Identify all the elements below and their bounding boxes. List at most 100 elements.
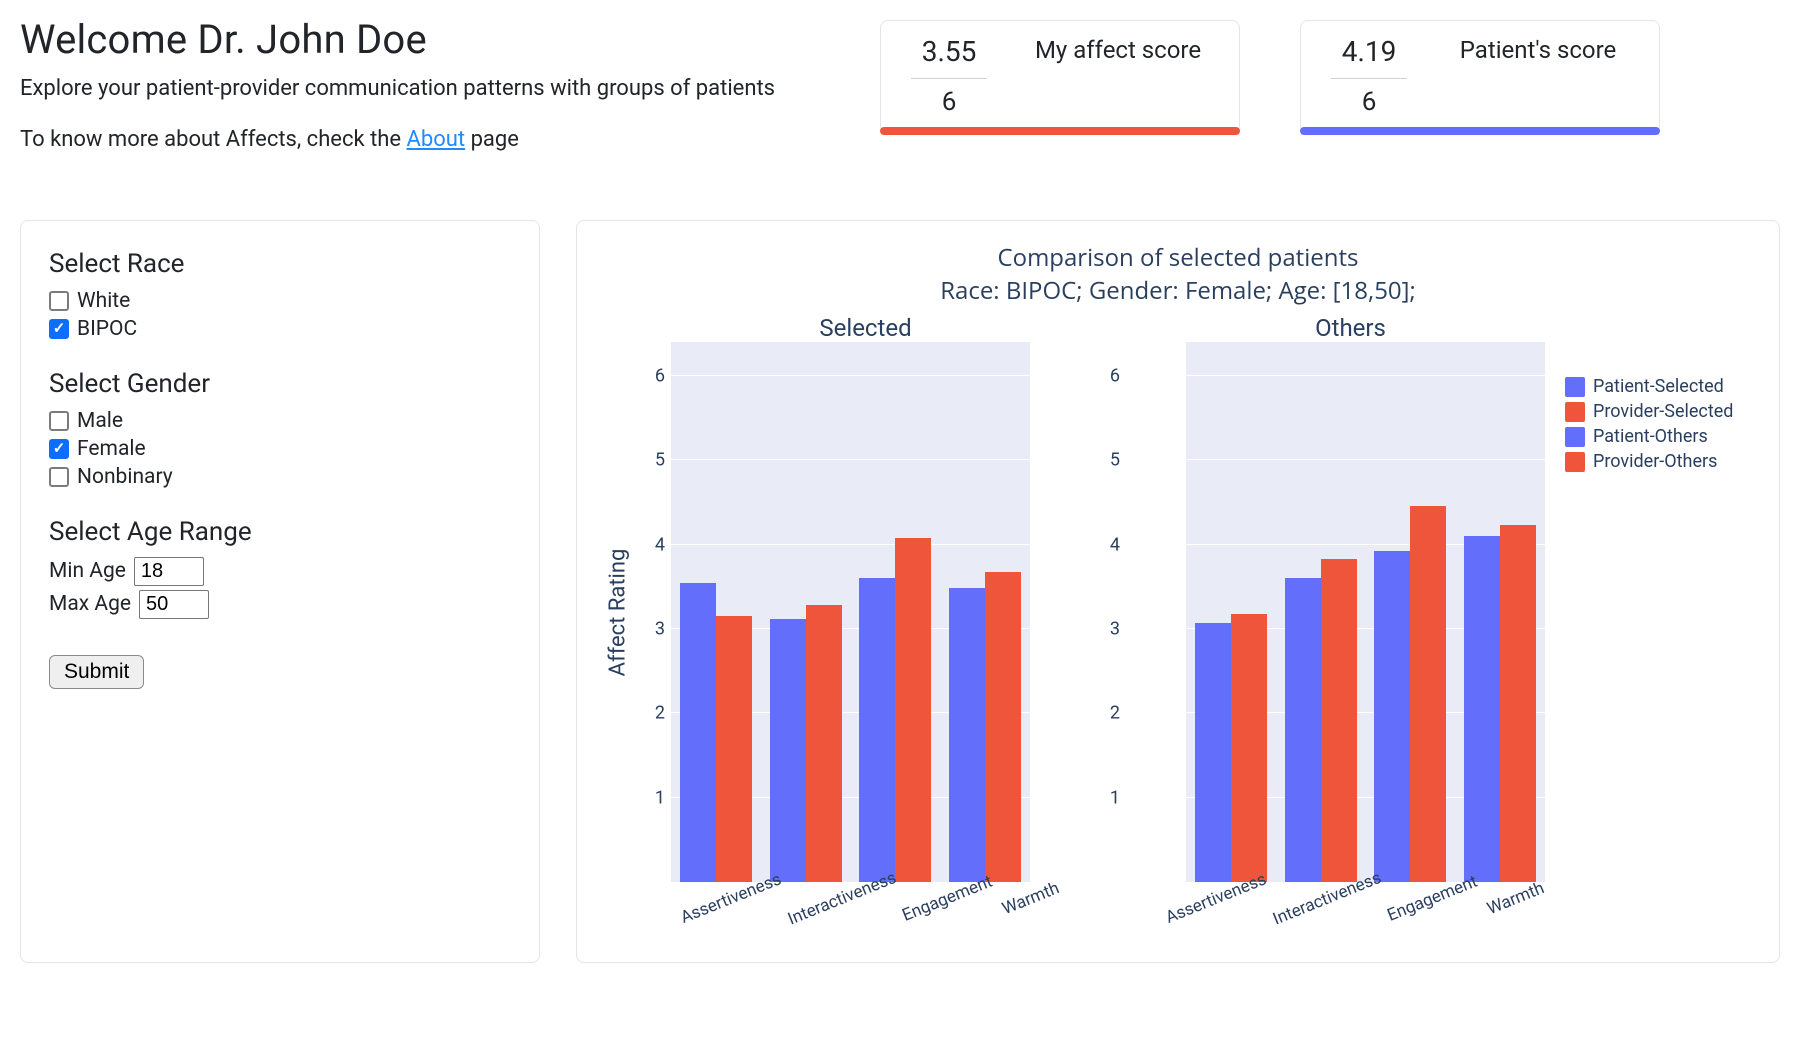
legend-item[interactable]: Patient-Selected (1565, 376, 1755, 397)
y-tick: 4 (1110, 534, 1120, 555)
checkbox-icon[interactable] (49, 439, 69, 459)
checkbox-icon[interactable] (49, 291, 69, 311)
about-link[interactable]: About (407, 127, 466, 152)
legend-swatch (1565, 402, 1585, 422)
bar-patient[interactable] (949, 588, 985, 882)
y-tick: 2 (655, 703, 665, 724)
y-tick: 3 (1110, 618, 1120, 639)
bar-group (940, 342, 1030, 882)
y-tick: 5 (1110, 450, 1120, 471)
page-subtitle: Explore your patient-provider communicat… (20, 73, 840, 105)
checkbox-icon[interactable] (49, 467, 69, 487)
chart-panel: Comparison of selected patients Race: BI… (576, 220, 1780, 963)
page-title: Welcome Dr. John Doe (20, 16, 840, 63)
checkbox-icon[interactable] (49, 319, 69, 339)
y-tick: 4 (655, 534, 665, 555)
bar-provider[interactable] (895, 538, 931, 882)
y-ticks-left: 123456 (635, 342, 671, 882)
legend-item[interactable]: Provider-Others (1565, 451, 1755, 472)
my-affect-score-card: 3.55 6 My affect score (880, 20, 1240, 134)
bar-provider[interactable] (806, 605, 842, 882)
age-heading: Select Age Range (49, 517, 511, 547)
y-tick: 6 (1110, 365, 1120, 386)
legend-swatch (1565, 377, 1585, 397)
y-tick: 1 (1110, 787, 1120, 808)
bar-patient[interactable] (1374, 551, 1410, 882)
max-age-row: Max Age (49, 590, 511, 619)
bar-group (671, 342, 761, 882)
legend-swatch (1565, 452, 1585, 472)
legend: Patient-Selected Provider-Selected Patient… (1545, 342, 1755, 882)
header-row: Welcome Dr. John Doe Explore your patien… (20, 16, 1780, 152)
bar-provider[interactable] (1231, 614, 1267, 882)
legend-label: Provider-Others (1593, 451, 1717, 472)
race-option-label: White (77, 289, 130, 313)
bar-group (1186, 342, 1276, 882)
race-option[interactable]: White (49, 289, 511, 313)
patient-affect-score-card: 4.19 6 Patient's score (1300, 20, 1660, 134)
legend-label: Patient-Others (1593, 426, 1708, 447)
patient-score-max: 6 (1301, 87, 1437, 117)
bar-provider[interactable] (985, 572, 1021, 882)
patient-score-label: Patient's score (1437, 35, 1659, 66)
checkbox-icon[interactable] (49, 411, 69, 431)
subplot-others (1186, 342, 1545, 882)
chart-title-line1: Comparison of selected patients (601, 241, 1755, 275)
race-option[interactable]: BIPOC (49, 317, 511, 341)
legend-swatch (1565, 427, 1585, 447)
plot-row: Affect Rating 123456 123456 Patient-Sele… (601, 342, 1755, 882)
max-age-input[interactable] (139, 590, 209, 619)
bar-patient[interactable] (859, 578, 895, 882)
y-tick: 2 (1110, 703, 1120, 724)
subplot-titles: Selected Others (601, 314, 1755, 342)
bar-provider[interactable] (1321, 559, 1357, 882)
y-tick: 6 (655, 365, 665, 386)
y-ticks-mid: 1 2 3 4 5 6 (1090, 342, 1126, 882)
main-row: Select Race White BIPOC Select Gender Mal… (20, 220, 1780, 963)
x-ticks-row: AssertivenessInteractivenessEngagementWa… (601, 882, 1755, 942)
about-suffix: page (465, 127, 519, 152)
race-heading: Select Race (49, 249, 511, 279)
y-tick: 5 (655, 450, 665, 471)
bar-group (851, 342, 941, 882)
welcome-block: Welcome Dr. John Doe Explore your patien… (20, 16, 840, 152)
gender-option-label: Male (77, 409, 123, 433)
bar-patient[interactable] (1464, 536, 1500, 882)
my-score-label: My affect score (1017, 35, 1239, 66)
subplot-title-others: Others (1156, 314, 1545, 342)
bar-provider[interactable] (1410, 506, 1446, 882)
submit-button[interactable]: Submit (49, 655, 144, 689)
my-score-max: 6 (881, 87, 1017, 117)
bar-patient[interactable] (680, 583, 716, 883)
subplots: 1 2 3 4 5 6 (671, 342, 1545, 882)
chart-title: Comparison of selected patients Race: BI… (601, 241, 1755, 308)
about-line: To know more about Affects, check the Ab… (20, 127, 840, 152)
gender-option-label: Female (77, 437, 146, 461)
bar-provider[interactable] (716, 616, 752, 882)
gender-option[interactable]: Male (49, 409, 511, 433)
gender-option-label: Nonbinary (77, 465, 173, 489)
chart-title-line2: Race: BIPOC; Gender: Female; Age: [18,50… (601, 274, 1755, 308)
bar-patient[interactable] (1195, 623, 1231, 882)
score-cards: 3.55 6 My affect score 4.19 6 Patient's … (880, 20, 1660, 134)
min-age-row: Min Age (49, 557, 511, 586)
race-option-label: BIPOC (77, 317, 137, 341)
bar-group (761, 342, 851, 882)
bar-group (1455, 342, 1545, 882)
legend-item[interactable]: Provider-Selected (1565, 401, 1755, 422)
gender-option[interactable]: Nonbinary (49, 465, 511, 489)
patient-score-value: 4.19 (1331, 35, 1407, 79)
max-age-label: Max Age (49, 592, 131, 616)
gender-heading: Select Gender (49, 369, 511, 399)
about-prefix: To know more about Affects, check the (20, 127, 407, 152)
legend-label: Provider-Selected (1593, 401, 1733, 422)
bar-provider[interactable] (1500, 525, 1536, 882)
filter-panel: Select Race White BIPOC Select Gender Mal… (20, 220, 540, 963)
bar-group (1276, 342, 1366, 882)
min-age-input[interactable] (134, 557, 204, 586)
bar-patient[interactable] (1285, 578, 1321, 882)
y-tick: 3 (655, 618, 665, 639)
bar-patient[interactable] (770, 619, 806, 882)
gender-option[interactable]: Female (49, 437, 511, 461)
legend-item[interactable]: Patient-Others (1565, 426, 1755, 447)
